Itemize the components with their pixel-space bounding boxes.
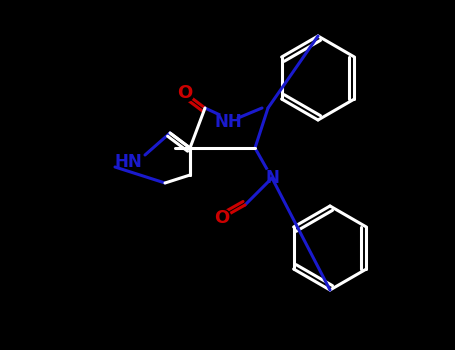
Text: O: O bbox=[177, 84, 192, 102]
Circle shape bbox=[116, 150, 140, 174]
Text: NH: NH bbox=[214, 113, 242, 131]
Circle shape bbox=[218, 112, 238, 132]
Circle shape bbox=[263, 169, 281, 187]
Text: N: N bbox=[265, 169, 279, 187]
Text: HN: HN bbox=[114, 153, 142, 171]
Circle shape bbox=[213, 209, 231, 227]
Text: O: O bbox=[214, 209, 230, 227]
Circle shape bbox=[176, 84, 194, 102]
